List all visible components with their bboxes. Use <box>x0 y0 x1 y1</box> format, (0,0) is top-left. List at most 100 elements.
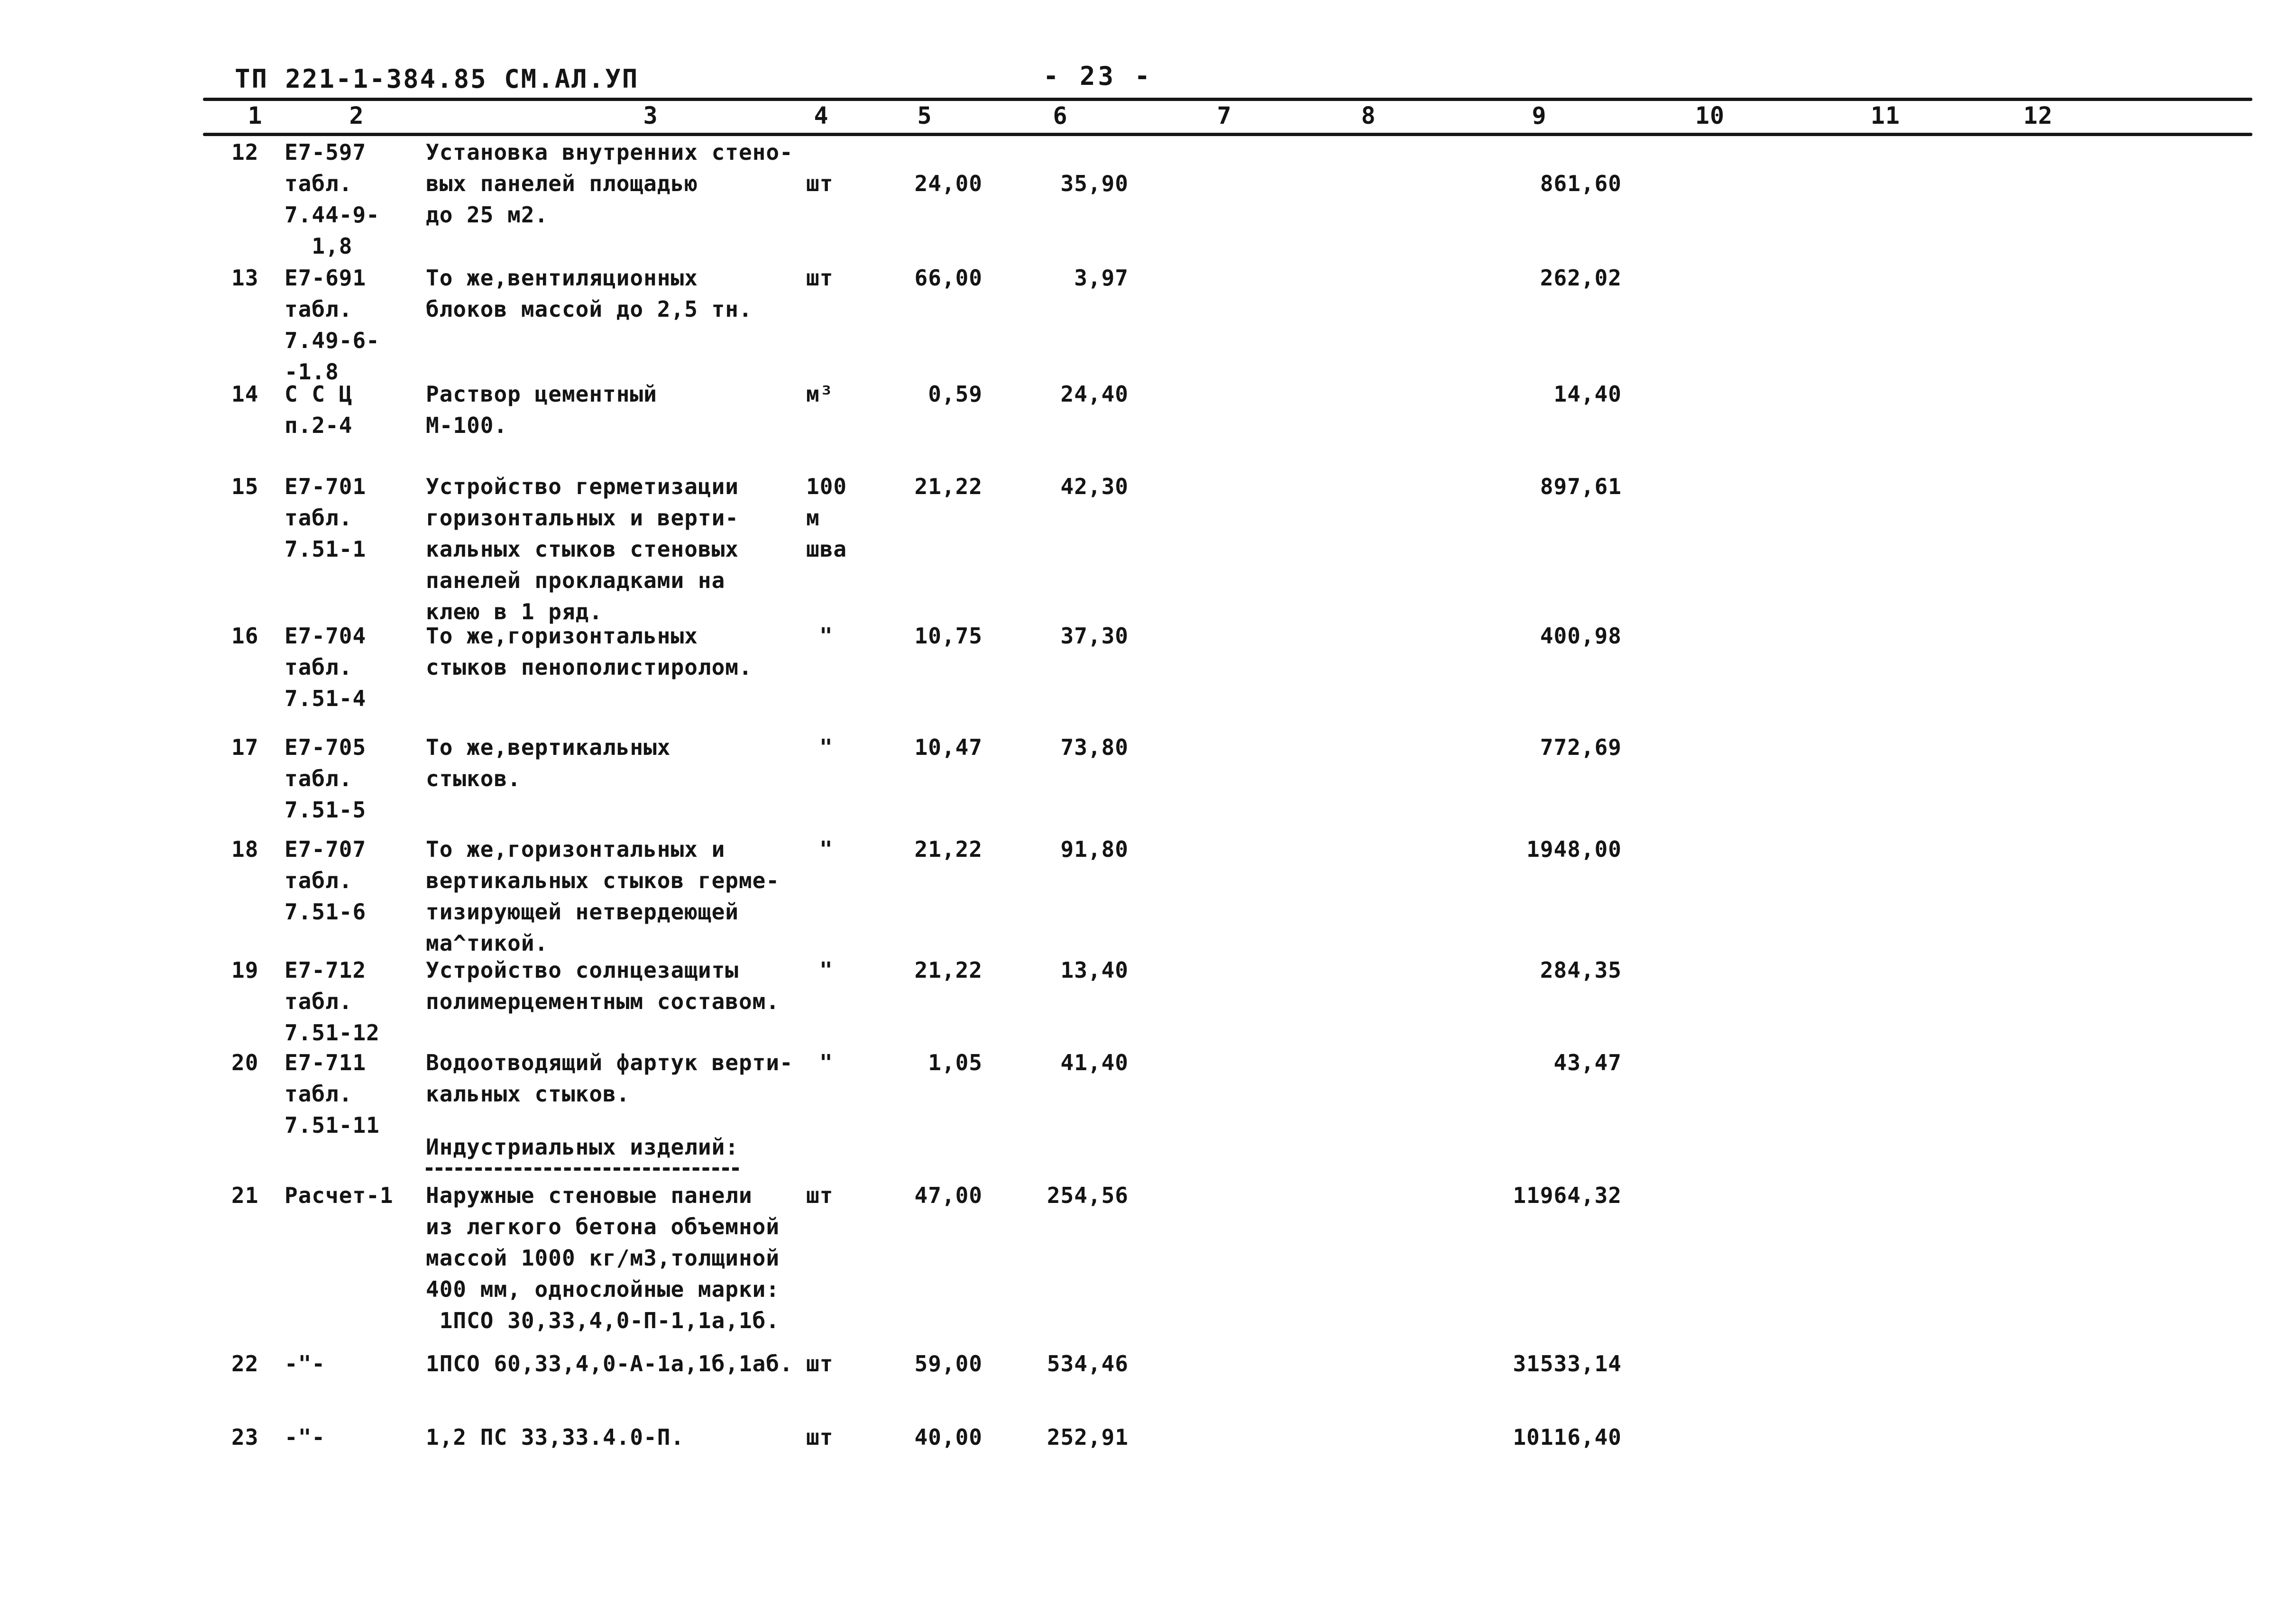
unit-cell: м³ <box>806 381 834 407</box>
quantity-cell: 10,75 <box>914 623 983 649</box>
column-number-10: 10 <box>1695 102 1725 129</box>
description-cell: То же,горизонтальных стыков пенополистиро… <box>426 623 753 680</box>
description-cell: То же,вентиляционных блоков массой до 2,5… <box>426 265 753 322</box>
document-header: ТП 221-1-384.85 СМ.АЛ.УП - 23 - <box>0 61 2296 99</box>
total-cell: 861,60 <box>1540 171 1622 196</box>
description-cell: Установка внутренних стено-вых панелей п… <box>426 139 793 228</box>
page-number: - 23 - <box>1043 61 1153 91</box>
quantity-cell: 10,47 <box>914 734 983 760</box>
price-cell: 534,46 <box>1047 1351 1129 1376</box>
description-cell: Раствор цементный М-100. <box>426 381 657 438</box>
basis-ditto-mark: -"- <box>285 1351 326 1376</box>
column-number-2: 2 <box>349 102 364 129</box>
price-cell: 252,91 <box>1047 1424 1129 1450</box>
row-number: 18 <box>231 836 259 862</box>
quantity-cell: 0,59 <box>928 381 983 407</box>
column-number-8: 8 <box>1361 102 1376 129</box>
basis-cell: Е7-707 табл. 7.51-6 <box>285 836 367 925</box>
table-header-rule <box>203 133 2252 136</box>
price-cell: 35,90 <box>1060 171 1129 196</box>
column-number-7: 7 <box>1217 102 1232 129</box>
column-number-6: 6 <box>1053 102 1068 129</box>
price-cell: 42,30 <box>1060 474 1129 499</box>
table-top-rule <box>203 98 2252 101</box>
total-cell: 262,02 <box>1540 265 1622 291</box>
description-cell: Устройство герметизации горизонтальных и … <box>426 474 739 624</box>
total-cell: 897,61 <box>1540 474 1622 499</box>
basis-cell: Е7-712 табл. 7.51-12 <box>285 957 380 1046</box>
unit-ditto-mark: " <box>819 957 833 983</box>
quantity-cell: 47,00 <box>914 1183 983 1208</box>
unit-ditto-mark: " <box>819 836 833 862</box>
basis-cell: Е7-701 табл. 7.51-1 <box>285 474 367 562</box>
description-cell: Наружные стеновые панели из легкого бетон… <box>426 1183 780 1333</box>
quantity-cell: 59,00 <box>914 1351 983 1376</box>
basis-cell: Е7-705 табл. 7.51-5 <box>285 734 367 823</box>
description-cell: Водоотводящий фартук верти-кальных стыко… <box>426 1050 793 1107</box>
unit-cell: шт <box>806 1351 834 1376</box>
total-cell: 31533,14 <box>1513 1351 1622 1376</box>
price-cell: 13,40 <box>1060 957 1129 983</box>
price-cell: 254,56 <box>1047 1183 1129 1208</box>
description-cell: То же,вертикальных стыков. <box>426 734 671 791</box>
column-number-9: 9 <box>1532 102 1547 129</box>
price-cell: 91,80 <box>1060 836 1129 862</box>
quantity-cell: 21,22 <box>914 836 983 862</box>
basis-cell: Расчет-1 <box>285 1183 394 1208</box>
row-number: 21 <box>231 1183 259 1208</box>
total-cell: 43,47 <box>1553 1050 1622 1075</box>
unit-ditto-mark: " <box>819 1050 833 1075</box>
quantity-cell: 66,00 <box>914 265 983 291</box>
price-cell: 37,30 <box>1060 623 1129 649</box>
description-cell: То же,горизонтальных и вертикальных стыко… <box>426 836 780 956</box>
price-cell: 24,40 <box>1060 381 1129 407</box>
column-number-3: 3 <box>643 102 658 129</box>
total-cell: 772,69 <box>1540 734 1622 760</box>
basis-cell: Е7-597 табл. 7.44-9- 1,8 <box>285 139 380 259</box>
unit-cell: шт <box>806 265 834 291</box>
row-number: 17 <box>231 734 259 760</box>
row-number: 23 <box>231 1424 259 1450</box>
basis-cell: Е7-704 табл. 7.51-4 <box>285 623 367 711</box>
column-number-11: 11 <box>1870 102 1901 129</box>
basis-ditto-mark: -"- <box>285 1424 326 1450</box>
column-number-5: 5 <box>917 102 932 129</box>
column-number-12: 12 <box>2023 102 2053 129</box>
price-cell: 3,97 <box>1074 265 1129 291</box>
quantity-cell: 24,00 <box>914 171 983 196</box>
row-number: 22 <box>231 1351 259 1376</box>
description-cell: 1,2 ПС 33,33.4.0-П. <box>426 1424 685 1450</box>
row-number: 16 <box>231 623 259 649</box>
row-number: 20 <box>231 1050 259 1075</box>
basis-cell: Е7-711 табл. 7.51-11 <box>285 1050 380 1138</box>
doc-code: ТП 221-1-384.85 СМ.АЛ.УП <box>235 64 639 94</box>
unit-cell: шт <box>806 1183 834 1208</box>
column-number-1: 1 <box>248 102 263 129</box>
total-cell: 1948,00 <box>1526 836 1622 862</box>
column-number-4: 4 <box>814 102 829 129</box>
price-cell: 73,80 <box>1060 734 1129 760</box>
price-cell: 41,40 <box>1060 1050 1129 1075</box>
quantity-cell: 40,00 <box>914 1424 983 1450</box>
row-number: 13 <box>231 265 259 291</box>
section-title: Индустриальных изделий: <box>426 1131 739 1171</box>
unit-cell: 100 м шва <box>806 474 847 562</box>
row-number: 12 <box>231 139 259 165</box>
unit-ditto-mark: " <box>819 623 833 649</box>
basis-cell: Е7-691 табл. 7.49-6- -1.8 <box>285 265 380 385</box>
row-number: 19 <box>231 957 259 983</box>
unit-cell: шт <box>806 1424 834 1450</box>
total-cell: 284,35 <box>1540 957 1622 983</box>
quantity-cell: 21,22 <box>914 474 983 499</box>
row-number: 14 <box>231 381 259 407</box>
total-cell: 11964,32 <box>1513 1183 1622 1208</box>
quantity-cell: 1,05 <box>928 1050 983 1075</box>
total-cell: 400,98 <box>1540 623 1622 649</box>
row-number: 15 <box>231 474 259 499</box>
unit-cell: шт <box>806 171 834 196</box>
description-cell: 1ПСО 60,33,4,0-А-1а,1б,1аб. <box>426 1351 793 1376</box>
description-cell: Устройство солнцезащиты полимерцементным … <box>426 957 780 1014</box>
total-cell: 14,40 <box>1553 381 1622 407</box>
